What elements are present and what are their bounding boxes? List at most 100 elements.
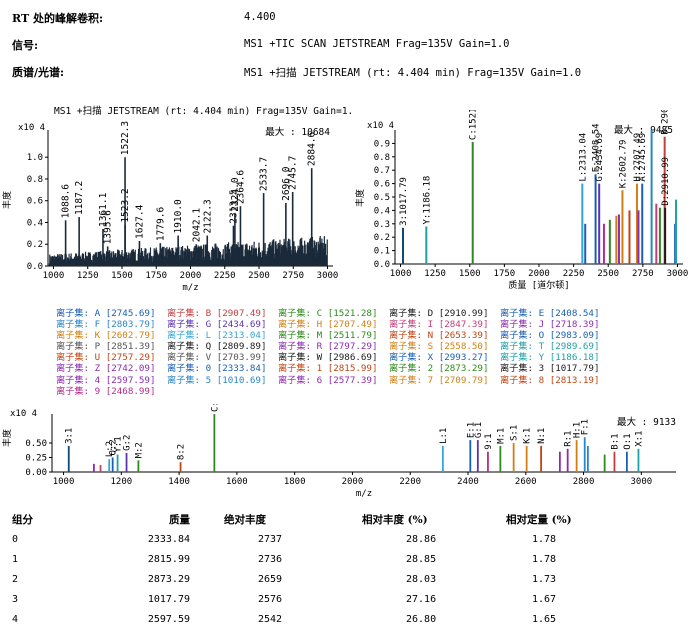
cell-rel-abundance: 28.03 (406, 573, 437, 585)
ion-set-entry: 离子集: R [2797.29] (278, 341, 378, 353)
ion-set-entry: 离子集: M [2511.79] (278, 330, 378, 342)
ion-set-row: 离子集: U [2757.29] 离子集: V [2703.99] 离子集: W [… (56, 352, 611, 363)
cell-rel-abundance: 28.85 (406, 553, 437, 565)
cell-rel-abundance: 27.16 (406, 593, 437, 605)
ion-set-row: 离子集: A [2745.69] 离子集: B [2907.49] 离子集: C [… (56, 308, 611, 319)
x-tick-label: 2000 (342, 477, 364, 487)
y-tick-label: 0.2 (27, 240, 43, 250)
y-exponent-label: x10 4 (10, 409, 37, 419)
ion-set-entry: 离子集: W [2986.69] (278, 352, 378, 364)
y-axis-label: 丰度 (1, 191, 13, 209)
x-tick-label: 2750 (632, 269, 654, 279)
cell-mass: 2597.59 (147, 613, 190, 625)
x-tick-label: 1000 (53, 477, 75, 487)
y-tick-label: 0.5 (374, 193, 390, 203)
peak-label: O:2 (109, 439, 119, 455)
peak-label: K:1 (523, 428, 533, 444)
ion-set-entry: 离子集: 5 [1010.69] (167, 374, 267, 386)
peak-label: C:1 (210, 404, 220, 412)
rt-label: RT 处的峰解卷积: (12, 12, 104, 25)
peak-label: 1779.6 (155, 207, 166, 242)
signal-label: 信号: (12, 39, 39, 52)
peak-label: 2533.7 (259, 157, 270, 191)
table-row: 1 2815.99 2736 28.85 1.78 (12, 549, 632, 569)
x-tick-label: 1200 (110, 477, 132, 487)
peak-label: 2364.6 (235, 170, 246, 205)
peak-label: N:1 (537, 428, 547, 444)
ion-set-entry: 离子集: 7 [2709.79] (389, 374, 489, 386)
ms1-spectrum-chart: 1000 1250 1500 1750 2000 2250 2500 2750 3000 0.0 0… (1, 121, 338, 293)
ion-set-entry: 离子集: G [2434.69] (167, 319, 267, 331)
ion-set-entry: 离子集: E [2408.54] (500, 308, 600, 319)
ion-set-entry: 离子集: X [2993.27] (389, 352, 489, 364)
peak-label: 1910.0 (173, 199, 184, 234)
x-axis-label: m/z (356, 489, 372, 499)
peak-label: S:1 (510, 425, 520, 441)
peak-label: 2042.1 (191, 208, 202, 243)
peak-label: 2122.3 (202, 199, 213, 233)
peak-label: 2745.7 (288, 156, 299, 190)
y-tick-label: 0.8 (374, 153, 390, 163)
max-label: 最大 : 9133 (617, 416, 676, 428)
table-row: 0 2333.84 2737 28.86 1.78 (12, 529, 632, 549)
y-tick-label: 0.7 (374, 166, 390, 176)
ion-set-entry: 离子集: S [2558.50] (389, 341, 489, 353)
spectrum-value: MS1 +扫描 JETSTREAM (rt: 4.404 min) Frag=1… (244, 67, 582, 79)
cell-rel-abundance: 28.86 (406, 533, 437, 545)
x-tick-label: 1250 (424, 269, 446, 279)
peak-label: 1627.4 (134, 204, 145, 239)
cell-component: 4 (12, 613, 19, 625)
y-tick-label: 0.50 (25, 439, 47, 449)
cell-rel-abundance: 26.80 (406, 613, 437, 625)
x-tick-label: 1500 (459, 269, 481, 279)
peak-label: M:1 (496, 428, 506, 444)
y-tick-label: 0.0 (27, 262, 43, 272)
peak-label: D:2910.99 (661, 157, 671, 206)
peak-label: 9:1 (484, 433, 494, 449)
peak-label: 2324.0 (230, 177, 241, 212)
deconvolved-spectrum-chart: 1000 1250 1500 1750 2000 2250 2500 2750 3000 0.0 0… (355, 110, 689, 291)
x-axis-label: 质量 [道尔顿] (508, 279, 569, 291)
ion-set-entry: 离子集: B [2907.49] (167, 308, 267, 319)
ion-set-entry: 离子集: 4 [2597.59] (56, 374, 156, 386)
ion-set-entry: 离子集: A [2745.69] (56, 308, 156, 319)
x-tick-label: 2000 (180, 271, 202, 281)
y-tick-label: 0.3 (374, 220, 390, 230)
y-tick-label: 0.00 (25, 468, 47, 478)
peak-label: 3:1017.79 (399, 177, 409, 226)
cell-mass: 1017.79 (147, 593, 190, 605)
col-header-rel-quant: 相对定量 (%) (506, 513, 572, 526)
peak-label: A:2745.69 (638, 133, 648, 182)
ion-set-entry: 离子集: Q [2809.89] (167, 341, 267, 353)
peak-label: 3:1 (65, 428, 75, 444)
peak-label: 8:2 (177, 444, 187, 460)
peak-label: H:2707.49 (633, 133, 643, 182)
peak-label: G:2434.69 (595, 133, 605, 182)
rt-value: 4.400 (244, 11, 276, 23)
y-tick-label: 0.2 (374, 233, 390, 243)
x-tick-label: 3000 (667, 269, 689, 279)
x-tick-label: 1400 (168, 477, 190, 487)
y-axis-label: 丰度 (1, 429, 13, 447)
ion-set-entry: 离子集: Y [1186.18] (500, 352, 600, 364)
peak-label: E:2408.54 (592, 123, 602, 172)
cell-component: 0 (12, 533, 19, 545)
x-tick-label: 2000 (528, 269, 550, 279)
peak-label: Y:1186.18 (422, 176, 432, 225)
cell-rel-quant: 1.65 (532, 613, 557, 625)
peak-label: 1361.1 (98, 192, 109, 227)
peak-label: G:2 (123, 435, 133, 451)
ion-set-entry: 离子集: 9 [2468.99] (56, 385, 156, 397)
y-axis-label: 丰度 (355, 189, 366, 207)
peak-label: Y:1 (114, 436, 124, 452)
ion-set-entry: 离子集: V [2703.99] (167, 352, 267, 364)
peak-label: O:1 (623, 433, 633, 449)
y-tick-label: 0.8 (27, 175, 43, 185)
cell-abs-abundance: 2659 (258, 573, 283, 585)
ion-set-row: 离子集: P [2851.39] 离子集: Q [2809.89] 离子集: R [… (56, 341, 611, 352)
peak-label: 2313.5 (228, 189, 239, 223)
peak-label: K:2602.79 (618, 140, 628, 189)
peak-label: L:1 (439, 428, 449, 444)
y-tick-label: 0.1 (374, 247, 390, 257)
y-tick-label: 0.9 (374, 139, 390, 149)
